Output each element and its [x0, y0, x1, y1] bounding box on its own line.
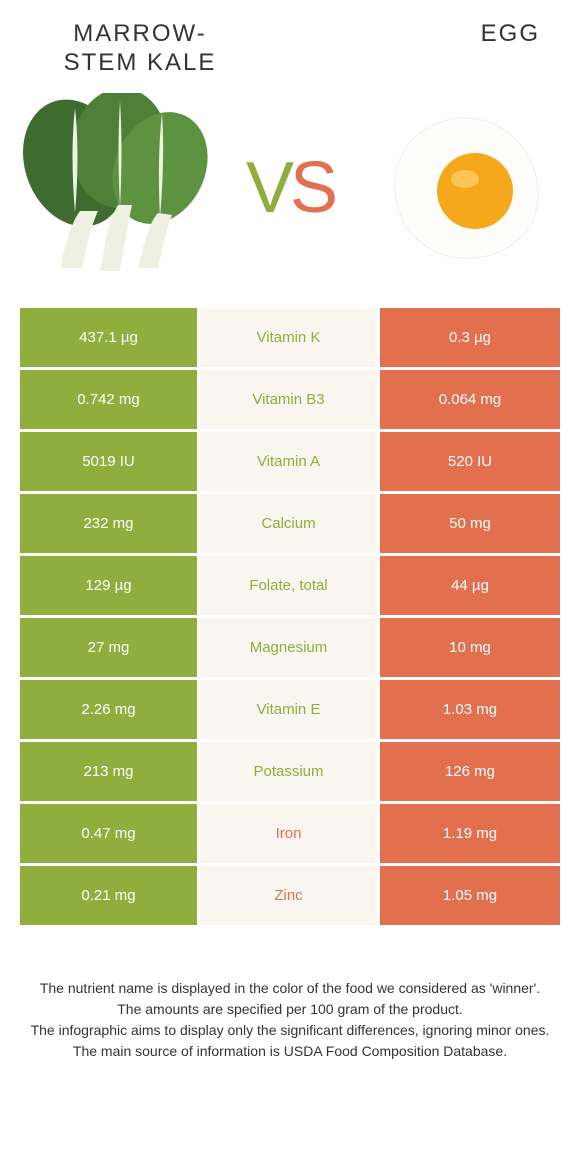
egg-image: [370, 93, 560, 283]
nutrient-table: 437.1 µgVitamin K0.3 µg0.742 mgVitamin B…: [0, 308, 580, 928]
table-row: 0.21 mgZinc1.05 mg: [20, 866, 560, 928]
title-right: EGG: [340, 20, 540, 49]
value-right: 10 mg: [380, 618, 560, 677]
value-left: 232 mg: [20, 494, 200, 553]
table-row: 232 mgCalcium50 mg: [20, 494, 560, 556]
title-left: MARROW- STEM KALE: [40, 20, 240, 78]
table-row: 0.742 mgVitamin B30.064 mg: [20, 370, 560, 432]
vs-label: VS: [246, 147, 334, 229]
value-right: 0.064 mg: [380, 370, 560, 429]
value-left: 0.742 mg: [20, 370, 200, 429]
title-left-line2: STEM KALE: [64, 49, 217, 76]
footer-line-4: The main source of information is USDA F…: [30, 1041, 550, 1062]
nutrient-name: Zinc: [200, 866, 380, 925]
table-row: 437.1 µgVitamin K0.3 µg: [20, 308, 560, 370]
footer-line-1: The nutrient name is displayed in the co…: [30, 978, 550, 999]
header: MARROW- STEM KALE EGG: [0, 0, 580, 78]
kale-image: [20, 93, 210, 283]
nutrient-name: Vitamin A: [200, 432, 380, 491]
value-left: 2.26 mg: [20, 680, 200, 739]
value-right: 1.05 mg: [380, 866, 560, 925]
nutrient-name: Iron: [200, 804, 380, 863]
value-right: 1.03 mg: [380, 680, 560, 739]
vs-v: V: [246, 148, 290, 228]
table-row: 213 mgPotassium126 mg: [20, 742, 560, 804]
value-left: 27 mg: [20, 618, 200, 677]
value-right: 520 IU: [380, 432, 560, 491]
nutrient-name: Vitamin E: [200, 680, 380, 739]
nutrient-name: Folate, total: [200, 556, 380, 615]
footer-line-3: The infographic aims to display only the…: [30, 1020, 550, 1041]
table-row: 2.26 mgVitamin E1.03 mg: [20, 680, 560, 742]
value-left: 0.21 mg: [20, 866, 200, 925]
value-right: 0.3 µg: [380, 308, 560, 367]
nutrient-name: Vitamin K: [200, 308, 380, 367]
value-right: 44 µg: [380, 556, 560, 615]
table-row: 129 µgFolate, total44 µg: [20, 556, 560, 618]
nutrient-name: Potassium: [200, 742, 380, 801]
nutrient-name: Vitamin B3: [200, 370, 380, 429]
value-left: 213 mg: [20, 742, 200, 801]
table-row: 27 mgMagnesium10 mg: [20, 618, 560, 680]
vs-s: S: [290, 148, 334, 228]
footer-line-2: The amounts are specified per 100 gram o…: [30, 999, 550, 1020]
footer-notes: The nutrient name is displayed in the co…: [0, 928, 580, 1092]
nutrient-name: Calcium: [200, 494, 380, 553]
table-row: 5019 IUVitamin A520 IU: [20, 432, 560, 494]
value-left: 437.1 µg: [20, 308, 200, 367]
nutrient-name: Magnesium: [200, 618, 380, 677]
value-right: 1.19 mg: [380, 804, 560, 863]
value-left: 5019 IU: [20, 432, 200, 491]
table-row: 0.47 mgIron1.19 mg: [20, 804, 560, 866]
value-left: 129 µg: [20, 556, 200, 615]
title-left-line1: MARROW-: [73, 20, 207, 47]
hero-row: VS: [0, 78, 580, 308]
value-left: 0.47 mg: [20, 804, 200, 863]
value-right: 126 mg: [380, 742, 560, 801]
value-right: 50 mg: [380, 494, 560, 553]
